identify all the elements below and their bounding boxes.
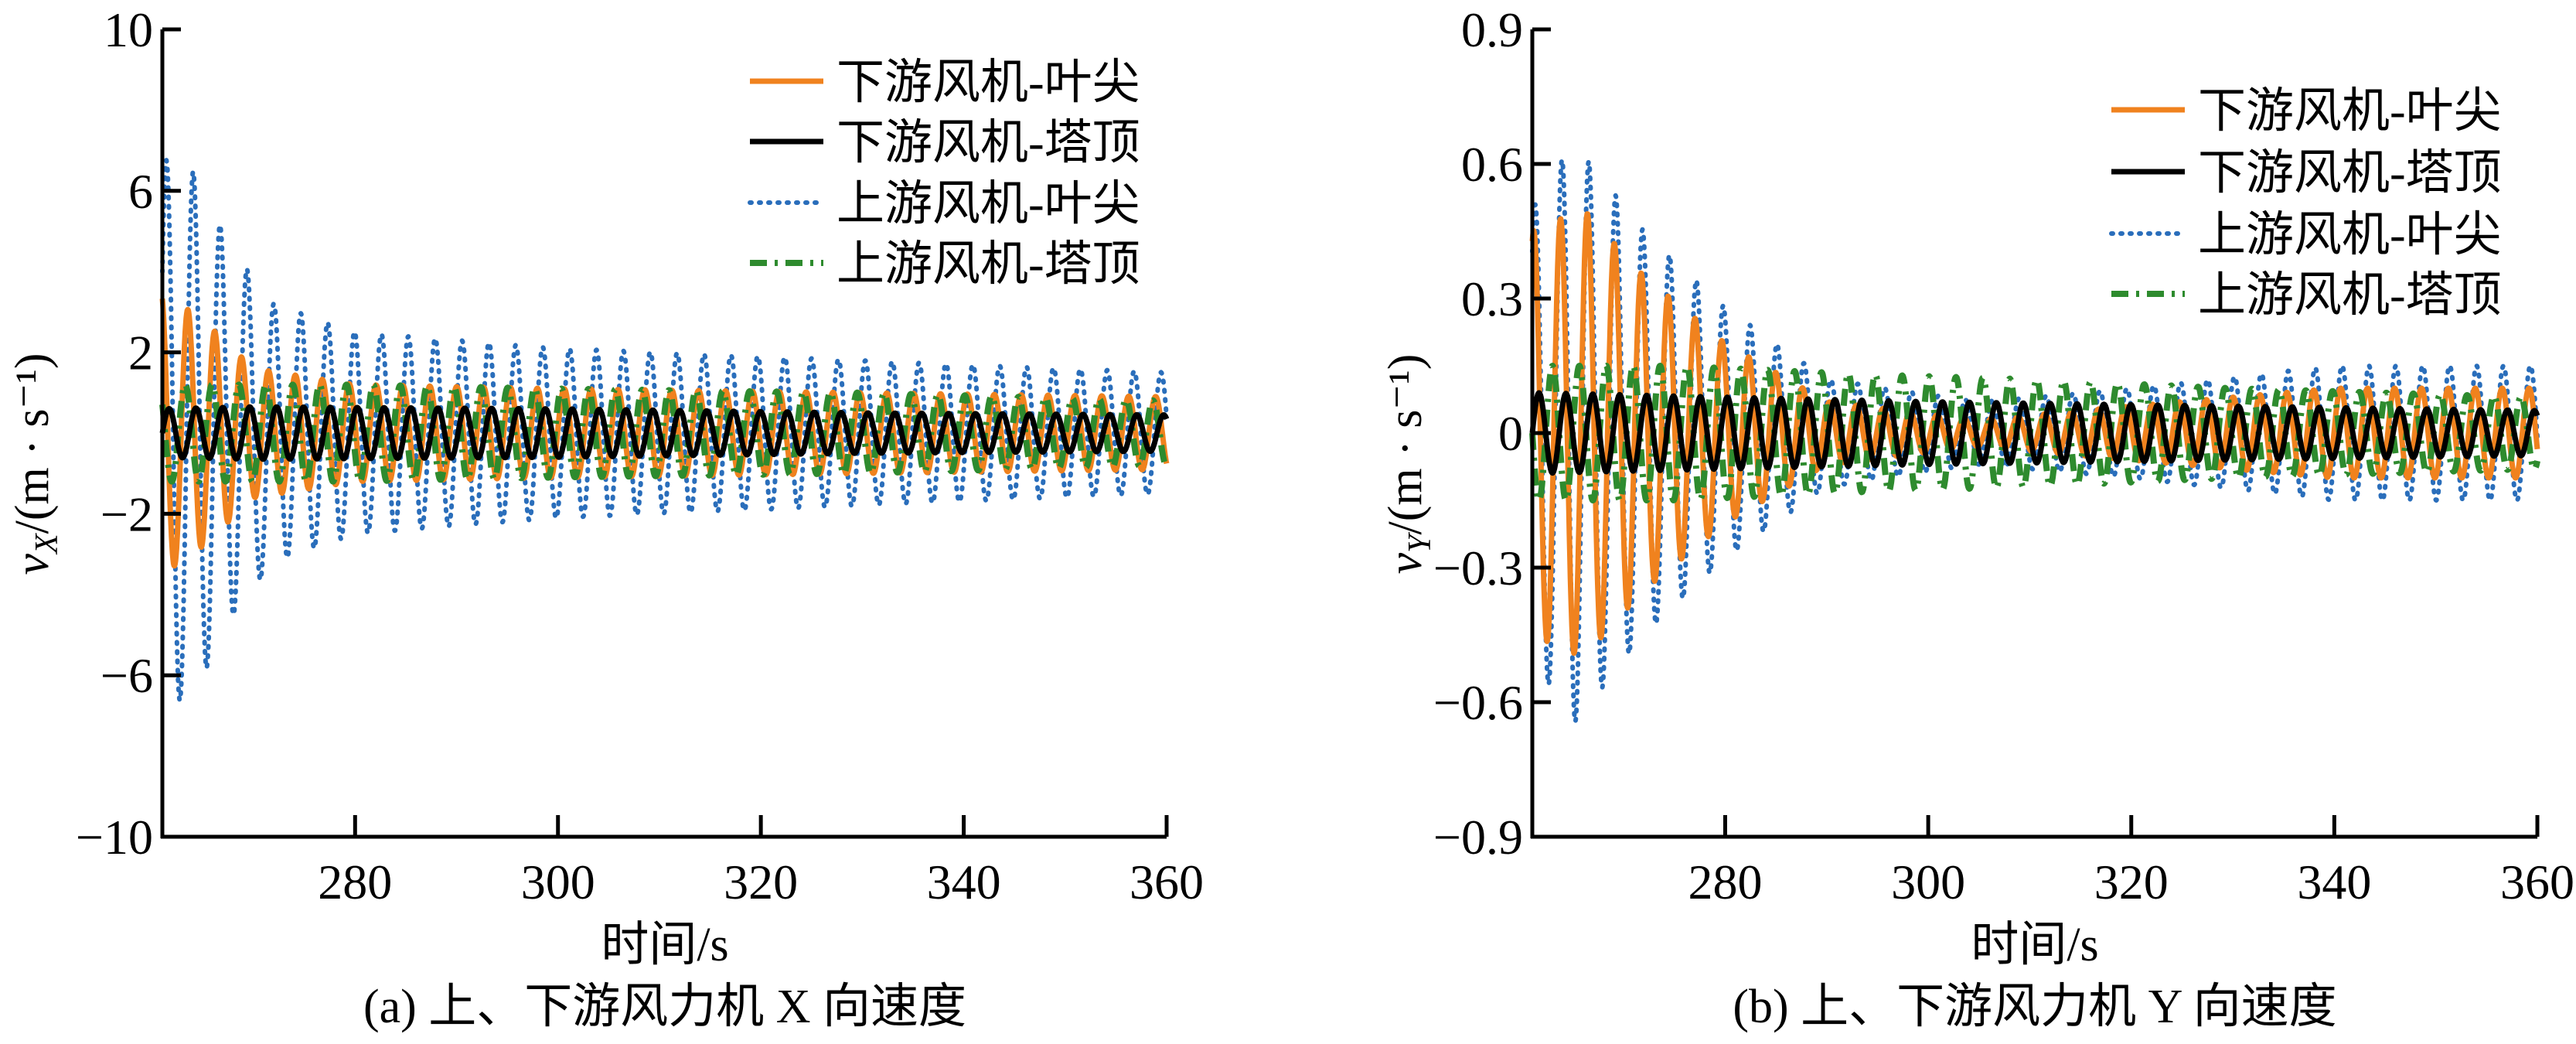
x-tick-label: 360 bbox=[1130, 855, 1204, 909]
legend-label: 上游风机-塔顶 bbox=[2198, 269, 2502, 322]
legend-label: 上游风机-叶尖 bbox=[837, 178, 1140, 230]
legend-label: 下游风机-塔顶 bbox=[837, 117, 1140, 169]
x-tick-label: 280 bbox=[1688, 855, 1762, 909]
y-axis-label-unit: /(m · s⁻¹) bbox=[1379, 354, 1432, 535]
y-axis-label-sub: Y bbox=[1402, 531, 1438, 553]
x-tick-label: 280 bbox=[318, 855, 392, 909]
legend-label: 下游风机-叶尖 bbox=[2198, 85, 2502, 138]
series-line-3 bbox=[1530, 158, 2540, 724]
series-group bbox=[159, 158, 1170, 703]
y-tick-label: 6 bbox=[128, 164, 153, 219]
y-tick-label: 10 bbox=[104, 2, 153, 57]
y-tick-label: −2 bbox=[101, 486, 153, 541]
legend-label: 下游风机-叶尖 bbox=[837, 56, 1140, 109]
y-tick-label: 0.9 bbox=[1461, 2, 1523, 57]
caption: (a) 上、下游风力机 X 向速度 bbox=[363, 981, 966, 1033]
x-axis-label: 时间/s bbox=[601, 919, 728, 971]
x-tick-label: 340 bbox=[927, 855, 1001, 909]
y-tick-label: −6 bbox=[101, 648, 153, 703]
y-axis-label: vY/(m · s⁻¹) bbox=[1379, 354, 1438, 575]
y-axis-label-var: v bbox=[1379, 552, 1432, 574]
y-tick-label: 0.6 bbox=[1461, 137, 1523, 192]
series-line-3 bbox=[160, 158, 1169, 703]
chart-y-velocity: −0.9 −0.6 −0.3 0 0.3 0.6 0.9 280 300 320 340 360 时间/… bbox=[1379, 2, 2574, 1033]
y-tick-label: 0.3 bbox=[1461, 271, 1523, 326]
y-tick-label: −0.9 bbox=[1433, 810, 1523, 865]
y-axis-label-sub: X bbox=[29, 532, 65, 555]
x-tick-label: 320 bbox=[724, 855, 798, 909]
y-tick-label: 2 bbox=[128, 326, 153, 380]
x-tick-label: 320 bbox=[2094, 855, 2169, 909]
caption: (b) 上、下游风力机 Y 向速度 bbox=[1733, 981, 2336, 1033]
series-line-4 bbox=[1529, 363, 2540, 503]
legend-label: 下游风机-塔顶 bbox=[2198, 147, 2502, 200]
x-tick-label: 340 bbox=[2297, 855, 2371, 909]
x-tick-label: 360 bbox=[2500, 855, 2574, 909]
y-tick-label: −0.3 bbox=[1433, 541, 1523, 595]
series-line-2 bbox=[1529, 390, 2540, 476]
y-axis-label-var: v bbox=[6, 554, 59, 575]
series-line-1 bbox=[1529, 211, 2540, 657]
y-tick-label: −10 bbox=[76, 810, 153, 865]
chart-x-velocity: −10 −6 −2 2 6 10 280 300 320 340 360 时间/s vX/(m · s⁻… bbox=[6, 2, 1204, 1033]
series-line-2 bbox=[159, 404, 1170, 462]
y-tick-label: 0 bbox=[1498, 406, 1523, 461]
legend-label: 上游风机-叶尖 bbox=[2198, 209, 2502, 261]
x-tick-label: 300 bbox=[521, 855, 595, 909]
x-tick-label: 300 bbox=[1891, 855, 1965, 909]
series-group bbox=[1529, 158, 2540, 724]
y-axis-label-unit: /(m · s⁻¹) bbox=[6, 353, 59, 534]
y-tick-label: −0.6 bbox=[1433, 675, 1523, 730]
x-axis-label: 时间/s bbox=[1971, 919, 2098, 971]
legend-label: 上游风机-塔顶 bbox=[837, 238, 1140, 291]
y-axis-label: vX/(m · s⁻¹) bbox=[6, 353, 65, 575]
series-line-4 bbox=[159, 381, 1170, 485]
